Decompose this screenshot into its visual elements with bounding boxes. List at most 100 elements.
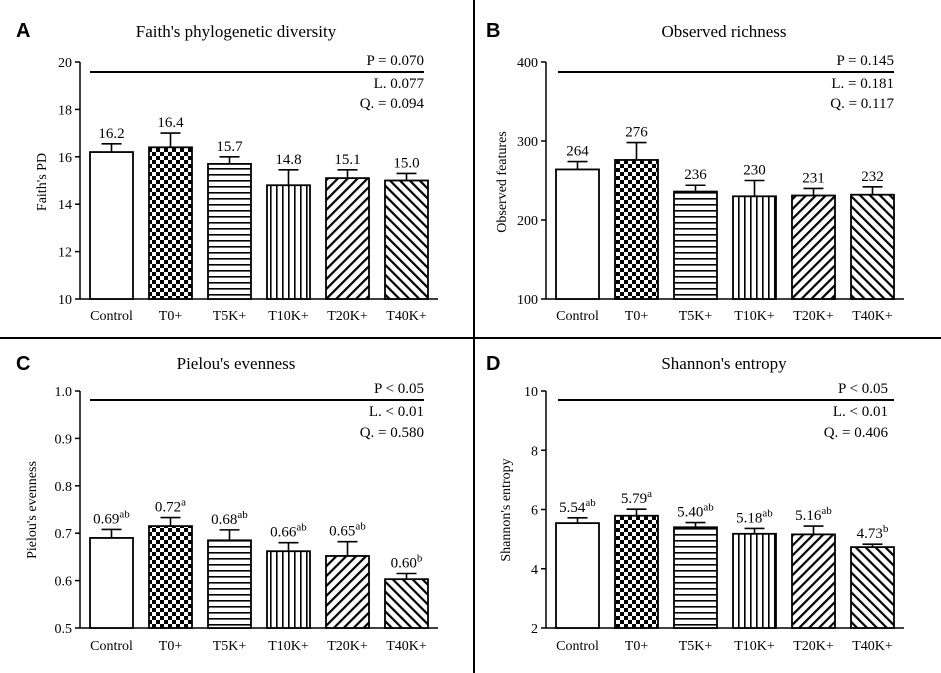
stat-p: P < 0.05 — [374, 381, 424, 397]
value-label: 15.0 — [393, 155, 419, 171]
value-label-number: 5.54 — [559, 500, 586, 516]
value-label: 5.40ab — [677, 502, 714, 521]
value-label-number: 230 — [743, 163, 766, 179]
bar — [850, 546, 895, 629]
y-tick-label: 4 — [531, 563, 538, 578]
stat-linear: L. < 0.01 — [369, 404, 424, 420]
stat-quadratic: Q. = 0.580 — [360, 425, 424, 441]
stat-quadratic: Q. = 0.094 — [360, 96, 425, 112]
bar — [732, 195, 777, 300]
bar — [148, 146, 193, 300]
bar — [673, 526, 718, 629]
significance-letter: ab — [119, 508, 130, 520]
value-label-number: 231 — [802, 170, 825, 186]
value-label-number: 15.1 — [334, 152, 360, 168]
stat-p-label: P — [836, 53, 844, 69]
value-label: 230 — [743, 163, 766, 179]
value-label: 15.1 — [334, 152, 360, 168]
bar — [384, 578, 429, 629]
category-label: Control — [90, 639, 133, 654]
value-label-number: 0.69 — [93, 511, 119, 527]
value-label-number: 5.79 — [621, 491, 647, 507]
y-tick-label: 0.6 — [55, 575, 73, 590]
stat-quadratic-label: Q. — [360, 425, 375, 441]
category-label: T0+ — [625, 639, 649, 654]
y-tick-label: 12 — [58, 246, 72, 261]
bar — [266, 184, 311, 300]
stat-linear-label: L. — [833, 404, 846, 420]
value-label-number: 0.60 — [391, 555, 417, 571]
significance-letter: ab — [585, 497, 596, 509]
category-label: Control — [556, 639, 599, 654]
bar — [325, 177, 370, 300]
y-tick-label: 200 — [517, 214, 538, 229]
stat-linear-value: < 0.01 — [382, 404, 424, 420]
y-tick-label: 14 — [58, 198, 72, 213]
significance-letter: b — [417, 552, 423, 564]
value-label: 15.7 — [216, 139, 243, 155]
category-label: Control — [90, 309, 133, 324]
category-label: T5K+ — [213, 309, 247, 324]
y-tick-label: 10 — [58, 293, 72, 308]
stat-linear-label: L. — [831, 76, 844, 92]
significance-letter: ab — [296, 522, 307, 534]
value-label-number: 264 — [566, 144, 589, 160]
value-label: 231 — [802, 170, 825, 186]
stat-linear: L. 0.077 — [374, 76, 425, 92]
value-label: 276 — [625, 125, 648, 141]
value-label-number: 15.7 — [216, 139, 243, 155]
bar — [266, 550, 311, 629]
bar — [555, 522, 600, 629]
stat-p-label: P — [366, 53, 374, 69]
category-label: T5K+ — [679, 309, 713, 324]
bar — [89, 537, 134, 629]
panel-letter: D — [486, 353, 500, 375]
panel-b: B Observed richness Observed features 10… — [486, 20, 904, 324]
value-label-number: 4.73 — [857, 526, 883, 542]
stat-linear-value: 0.077 — [387, 76, 425, 92]
stat-p-value: = 0.145 — [844, 53, 894, 69]
category-label: T20K+ — [327, 309, 368, 324]
bar — [207, 539, 252, 629]
value-label: 0.72a — [155, 497, 186, 516]
bar — [614, 514, 659, 629]
value-label-number: 0.66 — [270, 525, 297, 541]
bar — [614, 159, 659, 300]
stat-linear-label: L. — [374, 76, 387, 92]
value-label-number: 5.18 — [736, 510, 762, 526]
bar — [791, 194, 836, 300]
panel-d: D Shannon's entropy Shannon's entropy 2 4… — [486, 353, 904, 654]
value-label: 5.54ab — [559, 497, 596, 516]
value-label-number: 16.2 — [98, 126, 124, 142]
stat-p-value: < 0.05 — [382, 381, 424, 397]
stat-linear-value: < 0.01 — [846, 404, 888, 420]
value-label: 16.2 — [98, 126, 124, 142]
stat-p: P = 0.145 — [836, 53, 894, 69]
category-label: T40K+ — [386, 309, 427, 324]
stat-quadratic-label: Q. — [830, 96, 845, 112]
y-tick-label: 10 — [524, 385, 538, 400]
y-axis-label: Pielou's evenness — [25, 461, 40, 559]
y-tick-label: 0.8 — [55, 480, 73, 495]
y-tick-label: 0.5 — [55, 622, 73, 637]
bar — [673, 190, 718, 300]
value-label: 0.65ab — [329, 521, 366, 540]
value-label-number: 0.65 — [329, 524, 355, 540]
panel-a: A Faith's phylogenetic diversity Faith's… — [16, 20, 438, 324]
chart-marks: 100 200 300 400 264 Control 276 T0+ 236 T5K+ 230 T1… — [517, 56, 904, 324]
y-axis-label: Observed features — [495, 131, 510, 232]
bar — [89, 151, 134, 300]
stat-p: P = 0.070 — [366, 53, 424, 69]
significance-letter: ab — [821, 505, 832, 517]
category-label: T5K+ — [213, 639, 247, 654]
y-tick-label: 300 — [517, 135, 538, 150]
y-tick-label: 18 — [58, 103, 72, 118]
value-label: 0.69ab — [93, 508, 130, 527]
bar — [384, 179, 429, 300]
y-tick-label: 400 — [517, 56, 538, 71]
chart-title: Shannon's entropy — [661, 354, 787, 373]
significance-letter: ab — [237, 509, 248, 521]
stat-p-label: P — [838, 381, 846, 397]
category-label: T20K+ — [793, 639, 834, 654]
y-tick-label: 16 — [58, 151, 72, 166]
